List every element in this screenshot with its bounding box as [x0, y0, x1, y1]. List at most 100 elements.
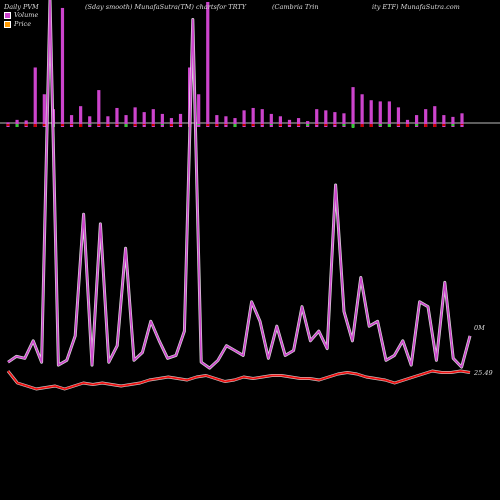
- volume-bar: [197, 94, 201, 127]
- volume-mark: [33, 124, 37, 127]
- volume-bar: [178, 113, 183, 127]
- volume-bar: [451, 116, 455, 127]
- volume-mark: [378, 124, 382, 126]
- volume-mark: [279, 124, 282, 126]
- volume-mark: [442, 124, 446, 126]
- volume-mark: [6, 124, 10, 126]
- volume-bar: [315, 109, 319, 127]
- volume-bar: [242, 110, 246, 127]
- volume-mark: [15, 124, 19, 127]
- volume-bar: [33, 67, 37, 127]
- volume-mark: [460, 124, 464, 125]
- volume-mark: [342, 124, 346, 126]
- volume-mark: [315, 124, 319, 125]
- volume-line: [7, 0, 471, 369]
- volume-mark: [124, 124, 128, 127]
- volume-mark: [415, 124, 418, 126]
- volume-bar: [97, 90, 101, 127]
- volume-mark: [24, 124, 28, 126]
- volume-bar: [233, 118, 237, 127]
- volume-bar: [69, 115, 74, 127]
- volume-bar: [269, 113, 273, 127]
- volume-mark: [70, 124, 73, 125]
- volume-mark: [397, 124, 400, 126]
- volume-bar: [15, 119, 19, 127]
- volume-mark: [451, 124, 455, 126]
- volume-mark: [424, 124, 428, 127]
- volume-bar: [142, 112, 146, 127]
- volume-bar: [342, 113, 346, 127]
- volume-mark: [97, 124, 101, 126]
- chart-header-right-b: ity ETF) MunafaSutra.com: [372, 3, 460, 11]
- volume-mark: [179, 124, 182, 125]
- price-line-halo: [6, 369, 471, 391]
- volume-bar: [333, 112, 337, 127]
- volume-mark: [133, 124, 137, 126]
- volume-mark: [115, 124, 119, 125]
- volume-bar: [378, 101, 382, 127]
- volume-bar: [396, 107, 401, 127]
- volume-bar: [251, 107, 255, 127]
- volume-bar: [206, 2, 210, 127]
- price-line: [7, 370, 471, 390]
- volume-bar: [88, 116, 92, 127]
- volume-bar: [424, 109, 428, 127]
- volume-value-label: 0M: [474, 324, 485, 332]
- volume-mark: [42, 124, 46, 126]
- volume-mark: [215, 124, 219, 126]
- legend-price-swatch: [4, 20, 11, 28]
- volume-mark: [106, 124, 110, 126]
- volume-bar: [296, 118, 301, 127]
- volume-bar: [151, 109, 155, 127]
- volume-bar: [215, 115, 219, 127]
- volume-mark: [233, 124, 237, 127]
- volume-bar: [60, 7, 65, 128]
- volume-mark: [79, 124, 83, 127]
- volume-bar: [115, 107, 119, 127]
- volume-mark: [406, 124, 409, 127]
- volume-mark: [324, 124, 328, 126]
- volume-bar: [415, 115, 419, 127]
- volume-bar: [369, 100, 373, 127]
- volume-bar: [360, 94, 364, 127]
- price-value-label: 25.49: [473, 369, 493, 377]
- volume-bar: [124, 115, 128, 127]
- volume-mark: [61, 124, 64, 126]
- volume-mark: [360, 124, 364, 127]
- legend-volume-swatch: [4, 11, 11, 19]
- volume-mark: [288, 124, 291, 125]
- volume-mark: [224, 124, 228, 125]
- volume-mark: [170, 124, 173, 126]
- volume-bar: [324, 110, 328, 127]
- volume-bar: [278, 116, 282, 127]
- volume-mark: [260, 124, 264, 125]
- volume-bar: [433, 106, 437, 127]
- volume-bar: [224, 116, 228, 127]
- legend-price-label: Price: [14, 20, 32, 28]
- volume-bar: [133, 107, 137, 127]
- volume-mark: [351, 124, 355, 128]
- chart-header-left: Daily PVM: [4, 3, 39, 11]
- volume-bar: [442, 115, 446, 127]
- volume-mark: [333, 124, 337, 125]
- volume-mark: [433, 124, 437, 127]
- volume-mark: [142, 124, 146, 125]
- volume-bar: [260, 109, 264, 127]
- volume-mark: [206, 124, 210, 126]
- volume-mark: [251, 124, 255, 126]
- chart-header-right-a: (Cambria Trin: [272, 3, 319, 11]
- volume-bar: [460, 113, 464, 127]
- volume-mark: [387, 124, 391, 127]
- volume-bar: [351, 87, 355, 127]
- volume-mark: [151, 124, 155, 126]
- volume-bar: [387, 101, 391, 127]
- volume-bar: [79, 106, 83, 127]
- volume-bar: [405, 119, 410, 127]
- legend-volume: Volume: [4, 11, 38, 19]
- legend-volume-label: Volume: [14, 11, 39, 19]
- volume-bar: [24, 120, 28, 127]
- volume-mark: [197, 124, 201, 125]
- volume-mark: [242, 124, 246, 126]
- volume-mark: [297, 124, 300, 126]
